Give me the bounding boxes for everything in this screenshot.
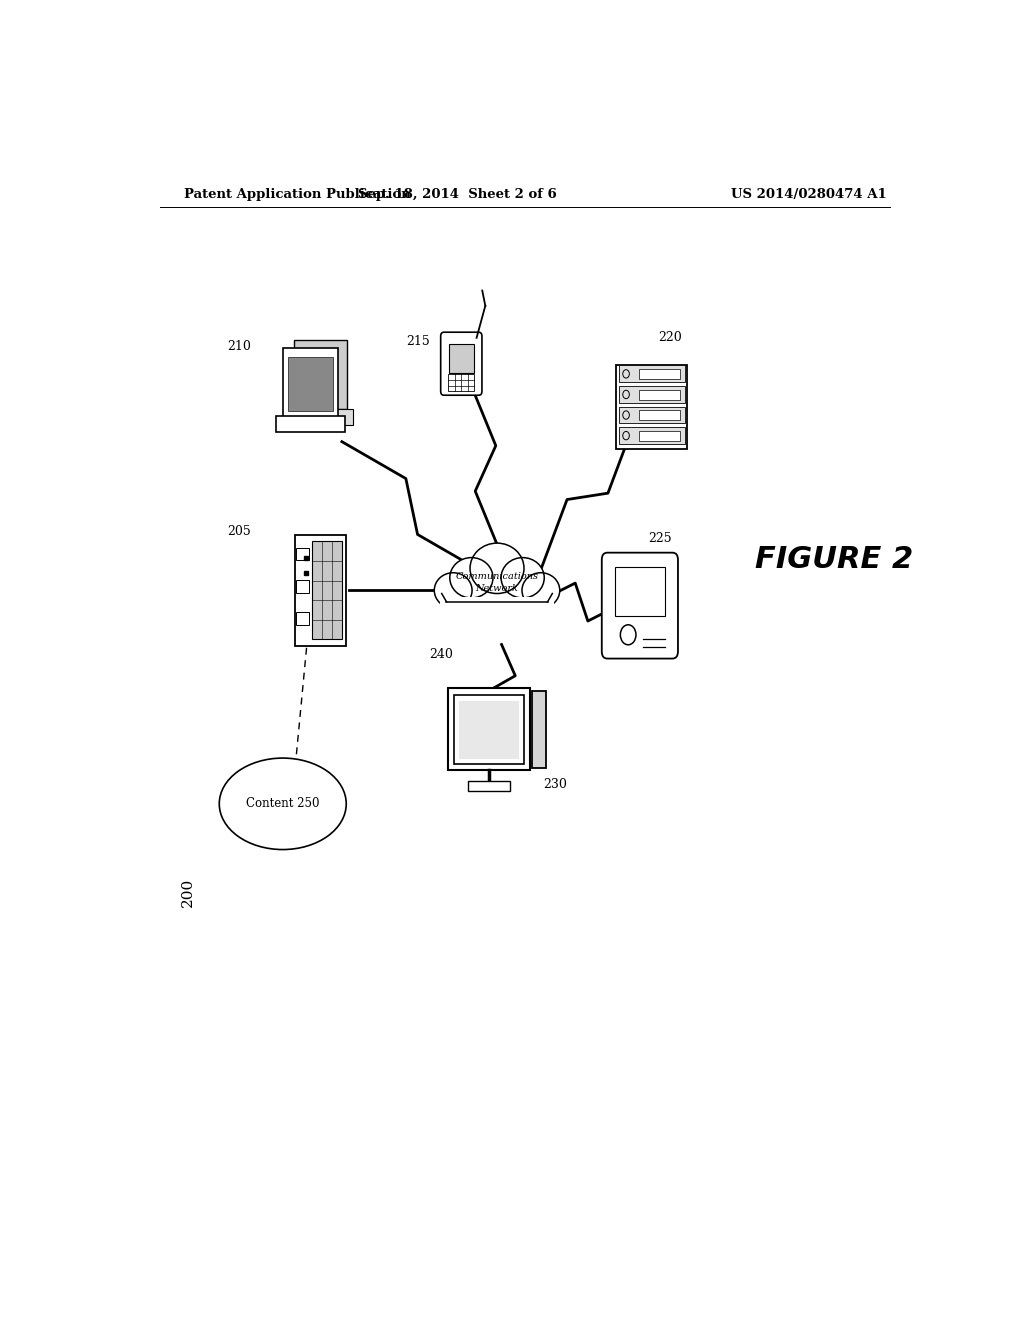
Text: 240: 240 bbox=[429, 648, 454, 661]
Text: US 2014/0280474 A1: US 2014/0280474 A1 bbox=[731, 189, 887, 202]
Text: Content 250: Content 250 bbox=[246, 797, 319, 810]
FancyBboxPatch shape bbox=[468, 781, 510, 791]
FancyBboxPatch shape bbox=[618, 366, 685, 383]
Ellipse shape bbox=[501, 557, 544, 598]
FancyBboxPatch shape bbox=[275, 416, 345, 432]
FancyBboxPatch shape bbox=[615, 568, 665, 615]
FancyBboxPatch shape bbox=[455, 694, 524, 764]
FancyBboxPatch shape bbox=[288, 358, 333, 411]
Text: 225: 225 bbox=[648, 532, 672, 545]
FancyBboxPatch shape bbox=[449, 375, 474, 391]
Ellipse shape bbox=[450, 557, 493, 598]
FancyBboxPatch shape bbox=[284, 409, 353, 425]
Ellipse shape bbox=[434, 573, 472, 609]
Text: FIGURE 2: FIGURE 2 bbox=[755, 545, 913, 574]
FancyBboxPatch shape bbox=[602, 553, 678, 659]
FancyBboxPatch shape bbox=[294, 339, 346, 409]
FancyBboxPatch shape bbox=[616, 366, 687, 449]
Text: 210: 210 bbox=[227, 341, 251, 352]
Ellipse shape bbox=[522, 573, 560, 609]
FancyBboxPatch shape bbox=[296, 579, 309, 593]
FancyBboxPatch shape bbox=[531, 690, 546, 768]
Text: 205: 205 bbox=[227, 525, 251, 539]
FancyBboxPatch shape bbox=[639, 370, 680, 379]
Text: Communications
Network: Communications Network bbox=[456, 572, 539, 593]
FancyBboxPatch shape bbox=[447, 688, 530, 771]
FancyBboxPatch shape bbox=[639, 389, 680, 400]
Ellipse shape bbox=[219, 758, 346, 850]
Text: 200: 200 bbox=[180, 878, 195, 907]
Ellipse shape bbox=[470, 543, 524, 594]
Text: Sep. 18, 2014  Sheet 2 of 6: Sep. 18, 2014 Sheet 2 of 6 bbox=[358, 189, 557, 202]
FancyBboxPatch shape bbox=[443, 574, 551, 606]
FancyBboxPatch shape bbox=[450, 345, 473, 372]
Text: 220: 220 bbox=[658, 331, 682, 345]
FancyBboxPatch shape bbox=[618, 385, 685, 403]
FancyBboxPatch shape bbox=[639, 411, 680, 420]
Text: 230: 230 bbox=[543, 779, 567, 792]
FancyBboxPatch shape bbox=[440, 333, 482, 395]
FancyBboxPatch shape bbox=[459, 701, 519, 759]
FancyBboxPatch shape bbox=[618, 428, 685, 444]
FancyBboxPatch shape bbox=[296, 611, 309, 624]
FancyBboxPatch shape bbox=[296, 548, 309, 561]
Text: Patent Application Publication: Patent Application Publication bbox=[183, 189, 411, 202]
FancyBboxPatch shape bbox=[295, 535, 346, 645]
FancyBboxPatch shape bbox=[312, 541, 342, 639]
Text: 215: 215 bbox=[406, 335, 430, 348]
FancyBboxPatch shape bbox=[639, 432, 680, 441]
FancyBboxPatch shape bbox=[439, 597, 554, 626]
FancyBboxPatch shape bbox=[618, 407, 685, 424]
FancyBboxPatch shape bbox=[283, 347, 339, 417]
